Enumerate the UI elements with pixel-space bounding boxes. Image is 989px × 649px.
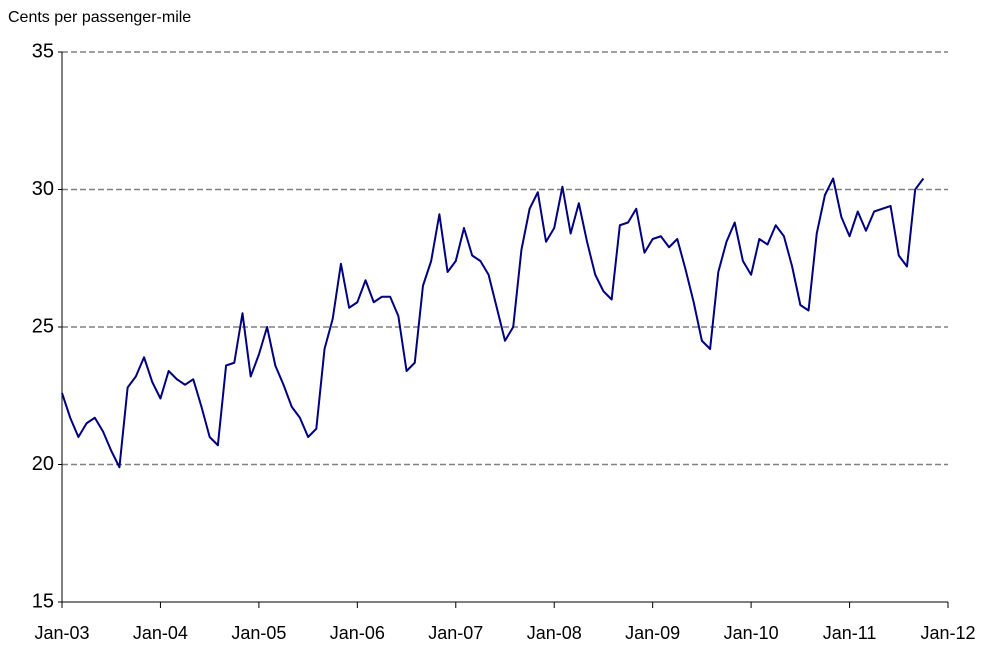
x-tick-label: Jan-09 xyxy=(625,623,680,643)
x-tick-label: Jan-04 xyxy=(133,623,188,643)
x-tick-label: Jan-08 xyxy=(527,623,582,643)
x-tick-label: Jan-03 xyxy=(34,623,89,643)
y-tick-label: 35 xyxy=(32,40,54,62)
y-axis-label: Cents per passenger-mile xyxy=(8,9,191,26)
x-tick-label: Jan-06 xyxy=(330,623,385,643)
y-tick-label: 15 xyxy=(32,590,54,612)
x-tick-label: Jan-11 xyxy=(823,623,877,643)
y-tick-label: 20 xyxy=(32,453,54,475)
y-tick-label: 30 xyxy=(32,178,54,200)
data-line xyxy=(61,177,925,469)
x-tick-label: Jan-12 xyxy=(920,623,975,643)
x-tick-label: Jan-05 xyxy=(231,623,286,643)
x-tick-label: Jan-10 xyxy=(724,623,779,643)
x-tick-label: Jan-07 xyxy=(428,623,483,643)
y-tick-label: 25 xyxy=(32,315,54,337)
